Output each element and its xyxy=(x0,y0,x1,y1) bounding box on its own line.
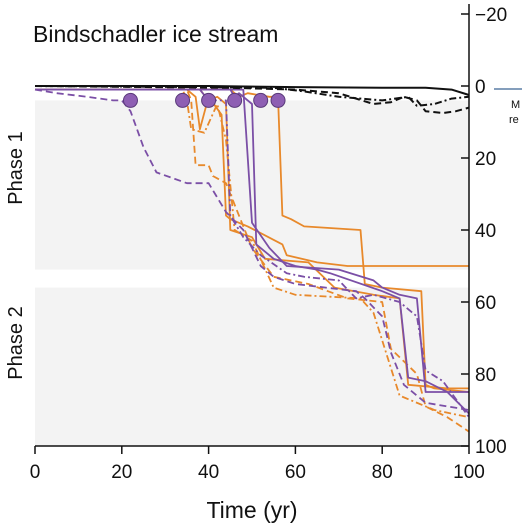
event-marker xyxy=(122,92,138,108)
series-line-purple-9 xyxy=(35,88,470,418)
event-marker xyxy=(253,92,269,108)
phase-1-label: Phase 1 xyxy=(5,131,27,204)
x-axis-title: Time (yr) xyxy=(206,497,297,523)
y-tick-label: 40 xyxy=(475,221,496,242)
legend-fragment-1: M xyxy=(511,99,520,111)
x-tick-label: 60 xyxy=(285,462,306,483)
marker-layer xyxy=(122,92,286,108)
phase-band-2 xyxy=(35,287,469,446)
y-tick-label: 80 xyxy=(475,365,496,386)
phase-2-label: Phase 2 xyxy=(5,306,27,379)
event-marker xyxy=(201,92,217,108)
series-line-black-12 xyxy=(34,85,470,107)
y-tick-layer: −20 0 20 40 60 80 100 xyxy=(461,5,507,458)
x-tick-label: 100 xyxy=(453,462,485,483)
x-tick-label: 40 xyxy=(198,462,219,483)
y-tick-label: 20 xyxy=(475,149,496,170)
series-line-orange-5 xyxy=(35,88,470,419)
x-tick-label: 20 xyxy=(111,462,132,483)
series-line-purple-8 xyxy=(34,88,470,411)
y-tick-label: 60 xyxy=(475,293,496,314)
series-line-orange-1 xyxy=(35,88,469,267)
x-tick-label: 80 xyxy=(372,462,393,483)
event-marker xyxy=(175,92,191,108)
series-line-black-11 xyxy=(34,85,470,114)
x-tick-layer: 0 20 40 60 80 100 xyxy=(30,446,485,483)
y-tick-label: −20 xyxy=(475,5,507,26)
series-line-black-10 xyxy=(35,85,470,96)
axes-layer xyxy=(35,4,470,447)
event-marker xyxy=(227,92,243,108)
x-tick-label: 0 xyxy=(30,462,41,483)
event-marker xyxy=(270,92,286,108)
y-tick-label: 100 xyxy=(475,437,507,458)
legend-fragment-2: re xyxy=(509,114,519,126)
y-tick-label: 0 xyxy=(475,77,486,98)
phase-bands xyxy=(35,100,469,446)
series-line-purple-6 xyxy=(35,88,470,415)
chart-title: Bindschadler ice stream xyxy=(33,21,278,47)
